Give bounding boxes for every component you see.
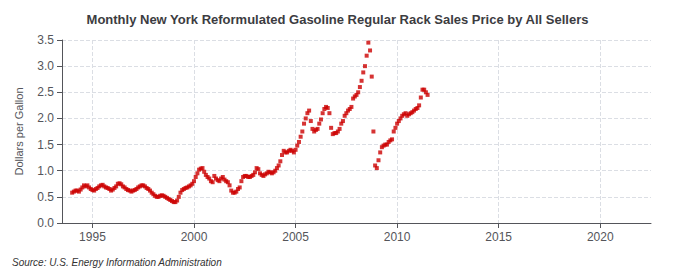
svg-text:2020: 2020: [587, 230, 614, 244]
svg-text:1.5: 1.5: [37, 138, 54, 152]
svg-text:0.0: 0.0: [37, 216, 54, 230]
svg-text:2015: 2015: [485, 230, 512, 244]
svg-text:2005: 2005: [282, 230, 309, 244]
svg-text:2.5: 2.5: [37, 85, 54, 99]
svg-text:1995: 1995: [79, 230, 106, 244]
svg-text:2000: 2000: [181, 230, 208, 244]
svg-text:3.5: 3.5: [37, 33, 54, 47]
svg-text:2.0: 2.0: [37, 111, 54, 125]
svg-text:Source: U.S. Energy Informatio: Source: U.S. Energy Information Administ…: [12, 257, 222, 268]
svg-text:0.5: 0.5: [37, 190, 54, 204]
svg-text:1.0: 1.0: [37, 164, 54, 178]
svg-text:3.0: 3.0: [37, 59, 54, 73]
svg-text:Monthly New York Reformulated: Monthly New York Reformulated Gasoline R…: [87, 12, 589, 27]
svg-text:Dollars per Gallon: Dollars per Gallon: [13, 87, 25, 175]
svg-text:2010: 2010: [384, 230, 411, 244]
